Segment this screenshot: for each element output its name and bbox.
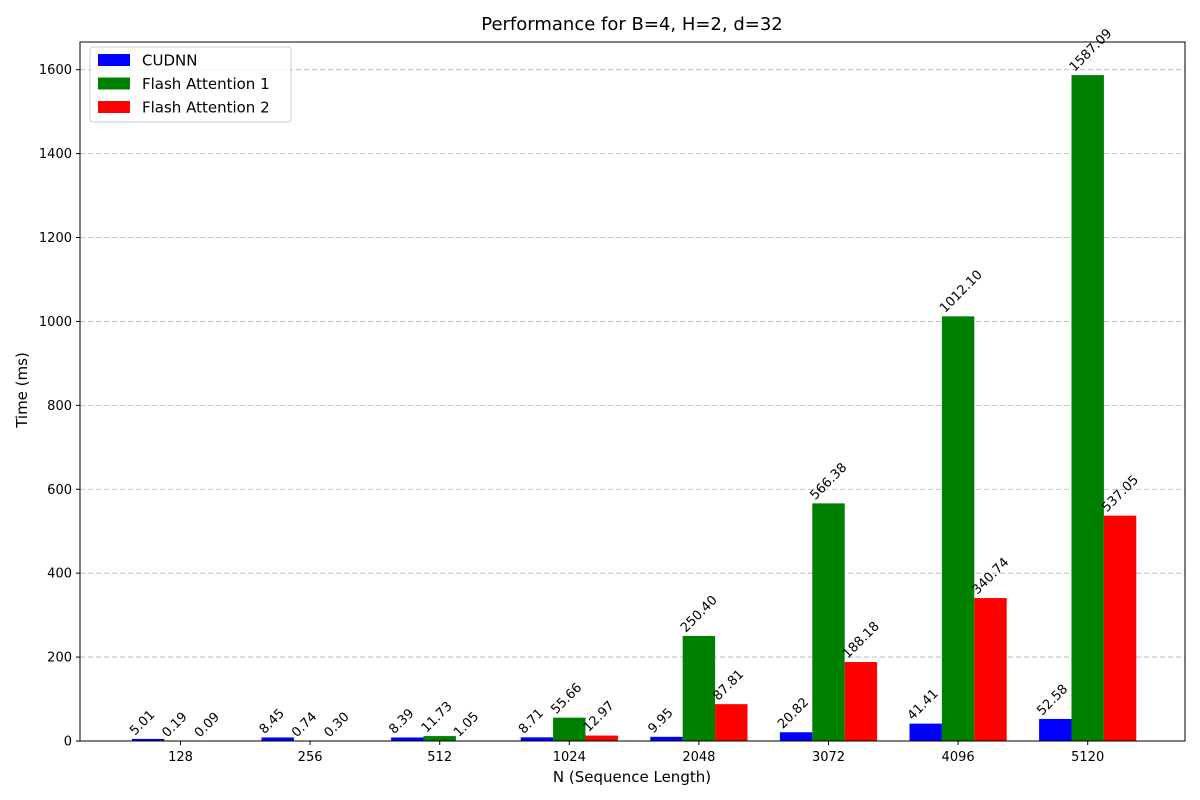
bar-cudnn-1024 [520, 737, 554, 741]
y-tick-label: 1400 [39, 147, 72, 162]
bar-flash-attention-2-3072 [844, 662, 878, 741]
bar-flash-attention-1-4096 [941, 316, 975, 741]
data-label: 5.01 [127, 708, 158, 739]
data-label: 1012.10 [937, 268, 986, 317]
data-label: 20.82 [775, 695, 812, 732]
data-label: 1587.09 [1067, 26, 1116, 75]
data-label: 87.81 [710, 667, 747, 704]
bar-cudnn-5120 [1039, 718, 1072, 741]
data-label: 8.45 [257, 706, 288, 737]
legend-swatch [98, 77, 130, 90]
bar-flash-attention-2-4096 [974, 598, 1007, 741]
x-tick-label: 5120 [1071, 750, 1104, 765]
bar-cudnn-2048 [650, 736, 683, 741]
x-tick-label: 3072 [812, 750, 845, 765]
x-tick-label: 128 [168, 750, 193, 765]
x-tick-label: 256 [298, 750, 323, 765]
bar-cudnn-4096 [909, 723, 942, 741]
legend-item-label: Flash Attention 1 [142, 75, 270, 93]
axes-layer: 0 200 400 600 800 1000 1200 1400 1600 128 256 512 10… [39, 41, 1186, 765]
grid-layer [80, 69, 1185, 742]
x-tick-label: 2048 [682, 750, 715, 765]
data-label: 8.71 [516, 706, 547, 737]
legend: CUDNN Flash Attention 1 Flash Attention 2 [89, 46, 292, 123]
y-tick-label: 200 [47, 651, 72, 666]
data-label: 0.74 [289, 709, 320, 740]
x-tick-label: 1024 [553, 750, 586, 765]
bar-flash-attention-2-2048 [715, 704, 748, 741]
data-label: 0.09 [192, 710, 223, 741]
bar-flash-attention-1-1024 [553, 717, 586, 741]
data-label: 1.05 [451, 709, 482, 740]
y-tick-label: 800 [47, 399, 72, 414]
data-label: 566.38 [808, 460, 851, 503]
data-label: 11.73 [419, 699, 456, 736]
y-tick-label: 1000 [39, 315, 72, 330]
bar-flash-attention-1-512 [423, 736, 456, 741]
data-label: 9.95 [646, 706, 677, 737]
bar-cudnn-128 [131, 738, 165, 741]
x-tick-label: 4096 [942, 750, 975, 765]
y-tick-label: 1200 [39, 231, 72, 246]
legend-box [89, 46, 292, 123]
data-label: 8.39 [386, 706, 417, 737]
bars-layer [131, 75, 1137, 742]
bar-flash-attention-1-5120 [1071, 75, 1104, 742]
y-tick-label: 1600 [39, 63, 72, 78]
legend-swatch [98, 101, 130, 113]
x-tick-label: 512 [427, 750, 452, 765]
data-label: 188.18 [840, 619, 883, 662]
data-label: 12.97 [581, 698, 618, 735]
data-label: 0.19 [160, 710, 191, 741]
data-label: 0.30 [322, 710, 353, 741]
data-label: 340.74 [970, 555, 1013, 598]
legend-item-label: Flash Attention 2 [142, 99, 270, 117]
data-label: 41.41 [905, 687, 942, 724]
bar-cudnn-3072 [779, 732, 813, 741]
data-label: 52.58 [1034, 682, 1071, 719]
bar-flash-attention-2-5120 [1103, 515, 1137, 741]
chart-title: Performance for B=4, H=2, d=32 [481, 14, 783, 35]
data-label: 537.05 [1099, 473, 1142, 516]
data-label: 250.40 [678, 593, 721, 636]
x-axis-label: N (Sequence Length) [553, 768, 711, 786]
y-tick-label: 0 [64, 735, 72, 750]
bar-flash-attention-1-2048 [682, 635, 716, 741]
bar-flash-attention-1-3072 [812, 503, 845, 741]
y-axis-label: Time (ms) [13, 352, 31, 429]
bar-cudnn-512 [391, 737, 424, 741]
legend-item-label: CUDNN [142, 52, 197, 70]
y-tick-label: 600 [47, 483, 72, 498]
plot-frame [79, 41, 1186, 742]
bar-cudnn-256 [261, 737, 294, 741]
y-tick-label: 400 [47, 567, 72, 582]
bar-flash-attention-2-1024 [585, 735, 618, 741]
legend-swatch [98, 54, 130, 66]
data-label: 55.66 [548, 681, 585, 718]
